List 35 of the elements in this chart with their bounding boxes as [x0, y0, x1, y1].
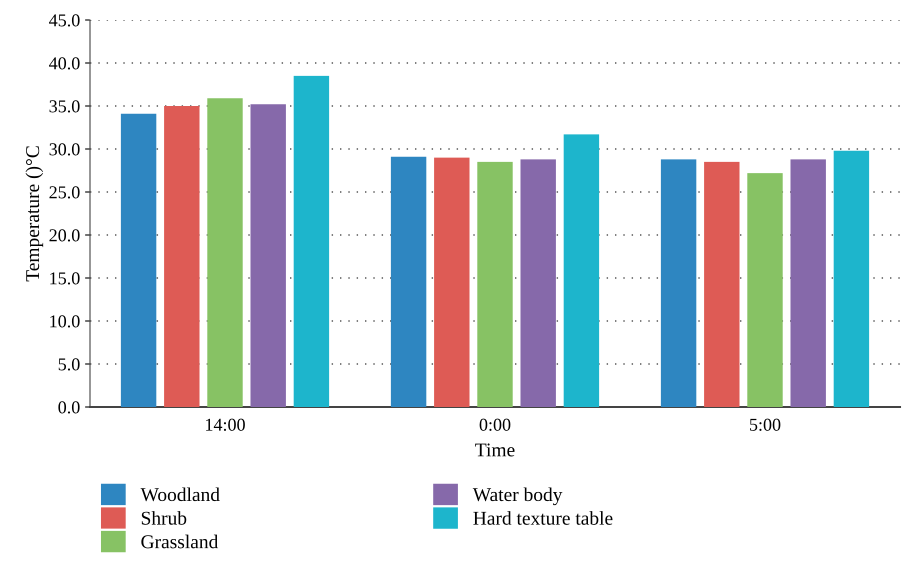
y-tick-label: 45.0: [49, 14, 80, 27]
bar: [834, 150, 870, 407]
y-tick-label: 5.0: [58, 358, 80, 371]
y-tick-label: 10.0: [50, 315, 80, 328]
bar: [207, 98, 243, 407]
y-tick-label: 25.0: [49, 186, 80, 199]
bar: [747, 173, 783, 407]
x-tick-label: 0:00: [480, 418, 510, 431]
y-tick-label: 40.0: [49, 57, 80, 70]
bar: [294, 76, 330, 407]
x-tick-label: 14:00: [206, 418, 245, 431]
bar: [520, 159, 556, 407]
legend-label: Woodland: [140, 487, 220, 502]
y-tick-label: 35.0: [50, 100, 80, 113]
y-tick-label: 0.0: [58, 401, 80, 414]
bar: [704, 162, 740, 407]
y-tick-label: 20.0: [49, 229, 80, 242]
bar: [164, 106, 200, 407]
bar: [120, 114, 156, 407]
y-axis-title: Temperature ()°C: [25, 146, 44, 282]
y-tick-label: 30.0: [50, 143, 80, 156]
bar: [250, 104, 286, 407]
legend-label: Water body: [472, 487, 562, 506]
bar: [660, 159, 696, 407]
bar: [390, 156, 426, 407]
x-tick-label: 5:00: [750, 418, 780, 431]
y-tick-label: 15.0: [50, 272, 80, 285]
x-axis-title: Time: [475, 443, 515, 457]
bar: [434, 158, 470, 407]
bar: [790, 159, 826, 407]
bar: [477, 162, 513, 407]
legend-label: Hard texture table: [473, 511, 612, 525]
legend-label: Shrub: [142, 511, 186, 525]
bar: [564, 134, 600, 407]
legend-label: Grassland: [141, 534, 218, 548]
